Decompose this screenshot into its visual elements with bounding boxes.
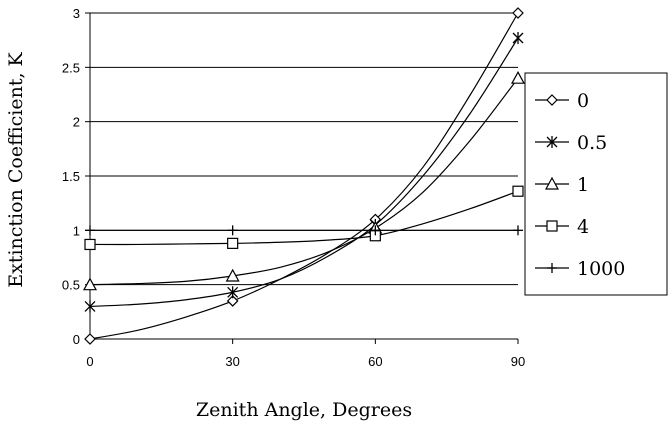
legend-label: 1 (577, 174, 589, 196)
data-point-square (512, 185, 524, 197)
legend: 0 0.5 1 4 1000 (524, 72, 668, 296)
data-point-asterisk (84, 300, 96, 313)
legend-label: 4 (577, 216, 589, 238)
series-4 (84, 185, 524, 251)
data-point-square (227, 237, 239, 249)
y-tick-label: 0.5 (62, 278, 80, 293)
y-tick-label: 2 (73, 115, 80, 130)
series-0 (84, 7, 524, 345)
series-line (89, 77, 519, 286)
data-point-plus (227, 225, 238, 236)
data-point-plus (513, 225, 523, 236)
legend-item: 0.5 (535, 132, 607, 154)
legend-item: 0 (535, 90, 589, 112)
legend-label: 0.5 (577, 132, 607, 154)
data-point-plus (370, 225, 381, 236)
tick-labels: 00.511.522.530 30 60 90 (62, 6, 525, 369)
x-tick-label: 30 (225, 354, 239, 369)
data-point-asterisk (227, 286, 239, 299)
y-tick-label: 1 (73, 223, 80, 238)
y-tick-label: 2.5 (62, 60, 80, 75)
series-0-5 (84, 31, 524, 313)
data-point-triangle (82, 277, 98, 291)
data-point-diamond (512, 7, 524, 19)
legend-item: 1 (535, 174, 589, 196)
data-point-triangle (225, 268, 240, 282)
y-axis-title: Extinction Coefficient, K (5, 51, 27, 287)
legend-label: 1000 (577, 258, 625, 280)
series-1 (82, 70, 526, 291)
x-tick-label: 0 (86, 354, 93, 369)
series-group (82, 7, 526, 345)
x-axis-title: Zenith Angle, Degrees (196, 399, 412, 421)
data-point-diamond (226, 295, 239, 307)
legend-marker-diamond (546, 94, 558, 106)
y-tick-label: 1.5 (62, 169, 80, 184)
legend-marker-asterisk (546, 136, 558, 148)
data-point-diamond (84, 333, 96, 345)
legend-marker-plus (547, 263, 557, 273)
legend-marker-square (546, 220, 558, 232)
series-line (89, 37, 519, 307)
y-tick-label: 3 (73, 6, 80, 21)
x-tick-label: 90 (511, 354, 525, 369)
series-line (89, 190, 519, 246)
data-point-triangle (510, 70, 526, 84)
data-point-asterisk (512, 31, 524, 44)
data-point-square (84, 238, 96, 251)
series-line (89, 12, 519, 340)
legend-label: 0 (577, 90, 589, 112)
y-tick-label: 0 (73, 332, 80, 347)
series-1000 (85, 225, 523, 236)
data-point-plus (85, 225, 95, 236)
legend-marker-triangle (544, 176, 560, 190)
x-tick-label: 60 (368, 354, 382, 369)
legend-item: 1000 (535, 258, 625, 280)
legend-item: 4 (535, 216, 589, 238)
